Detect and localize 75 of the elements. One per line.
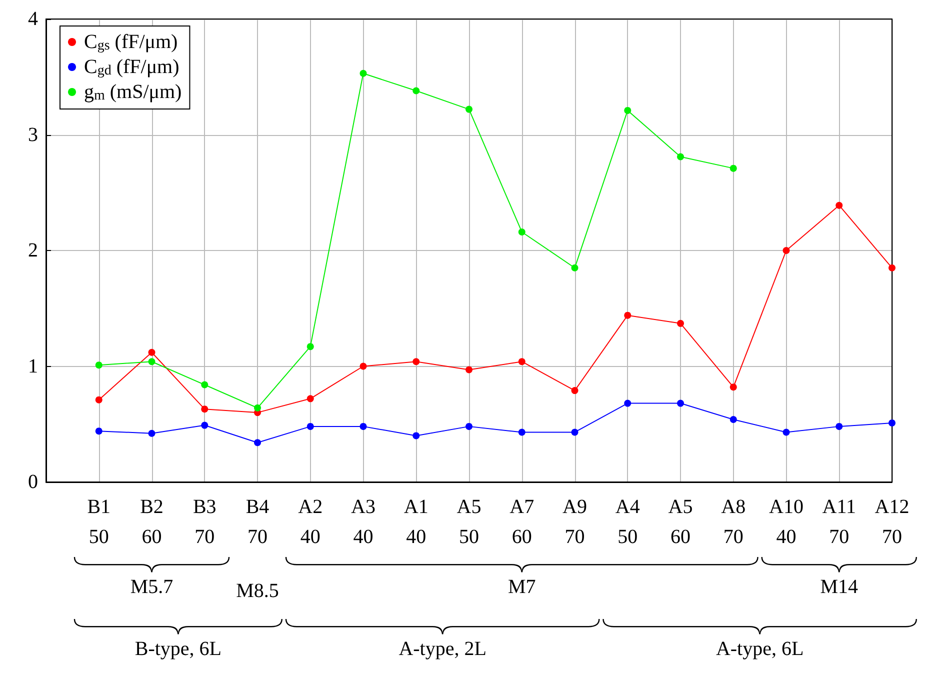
- text: A-type, 2L: [398, 638, 486, 660]
- point: [148, 358, 156, 366]
- y-tick-label: 4: [28, 8, 38, 30]
- point: [782, 247, 790, 254]
- text: M7: [508, 576, 536, 598]
- x-tick-label: A1 40: [404, 496, 428, 548]
- point: [148, 430, 156, 437]
- x-tick-label: B1 50: [87, 496, 111, 548]
- point: [412, 358, 420, 366]
- text: M5.7: [130, 576, 174, 598]
- y-tick-label: 2: [28, 240, 38, 262]
- point: [730, 384, 737, 391]
- x-tick-label: A11 70: [822, 496, 856, 548]
- point: [254, 404, 261, 412]
- x-tick-label: A4 50: [615, 496, 640, 548]
- point: [836, 202, 843, 209]
- point: [466, 422, 472, 430]
- text: M14: [820, 576, 858, 598]
- point: [201, 381, 208, 388]
- point: [95, 396, 102, 404]
- point: [888, 419, 896, 426]
- x-tick-label: A9 70: [562, 496, 587, 548]
- point: [466, 366, 472, 374]
- point: [730, 416, 737, 423]
- point: [730, 164, 737, 172]
- point: [360, 362, 367, 370]
- point: [782, 428, 790, 436]
- x-tick-label: A3 40: [351, 496, 376, 548]
- point: [412, 87, 420, 94]
- x-tick-label: A7 60: [510, 496, 534, 548]
- text: M8.5: [236, 580, 279, 602]
- point: [518, 428, 526, 436]
- point: [201, 406, 208, 413]
- point: [254, 439, 261, 446]
- point: [95, 428, 102, 435]
- point: [306, 395, 314, 402]
- point: [412, 432, 420, 440]
- point: [624, 400, 632, 407]
- point: [95, 362, 102, 369]
- text: A-type, 6L: [716, 638, 804, 660]
- point: [624, 312, 632, 319]
- point: [466, 106, 472, 113]
- x-tick-label: A8 70: [721, 496, 746, 548]
- x-tick-label: B3 70: [192, 496, 216, 548]
- x-tick-label: A12 70: [874, 496, 910, 548]
- y-tick-label: 1: [28, 355, 38, 378]
- point: [518, 358, 526, 366]
- point: [571, 387, 578, 394]
- text: B-type, 6L: [134, 638, 222, 660]
- point: [571, 264, 578, 272]
- legend-label: gm (mS/μm): [84, 81, 182, 104]
- point: [518, 228, 526, 236]
- point: [360, 70, 367, 77]
- point: [201, 422, 208, 429]
- x-tick-label: A2 40: [298, 496, 323, 548]
- point: [677, 320, 684, 327]
- point: [888, 264, 896, 272]
- point: [836, 422, 843, 430]
- y-tick-label: 3: [28, 124, 38, 146]
- point: [148, 348, 156, 356]
- point: [306, 422, 314, 430]
- x-tick-label: B2 60: [140, 496, 164, 548]
- legend-label: Cgs (fF/μm): [84, 31, 178, 54]
- x-tick-label: A10 40: [769, 496, 804, 548]
- point: [677, 153, 684, 160]
- y-tick-label: 0: [28, 471, 38, 493]
- point: [306, 343, 314, 350]
- x-tick-label: B4 70: [246, 496, 270, 548]
- point: [624, 106, 632, 114]
- legend-label: Cgd (fF/μm): [84, 56, 180, 78]
- x-tick-label: A5 60: [668, 496, 693, 548]
- point: [677, 400, 684, 407]
- point: [360, 422, 367, 430]
- x-tick-label: A5 50: [456, 496, 482, 548]
- point: [571, 428, 578, 436]
